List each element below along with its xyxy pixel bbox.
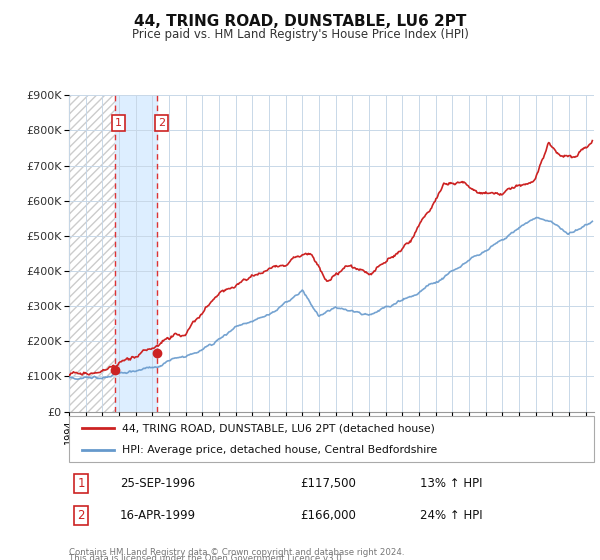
Text: 44, TRING ROAD, DUNSTABLE, LU6 2PT: 44, TRING ROAD, DUNSTABLE, LU6 2PT (134, 14, 466, 29)
Text: 1: 1 (115, 118, 122, 128)
Text: 2: 2 (158, 118, 165, 128)
Text: HPI: Average price, detached house, Central Bedfordshire: HPI: Average price, detached house, Cent… (121, 445, 437, 455)
Text: Price paid vs. HM Land Registry's House Price Index (HPI): Price paid vs. HM Land Registry's House … (131, 28, 469, 41)
Text: Contains HM Land Registry data © Crown copyright and database right 2024.: Contains HM Land Registry data © Crown c… (69, 548, 404, 557)
FancyBboxPatch shape (69, 416, 594, 462)
Text: 44, TRING ROAD, DUNSTABLE, LU6 2PT (detached house): 44, TRING ROAD, DUNSTABLE, LU6 2PT (deta… (121, 423, 434, 433)
Text: 25-SEP-1996: 25-SEP-1996 (120, 477, 195, 490)
Text: £117,500: £117,500 (300, 477, 356, 490)
Text: 24% ↑ HPI: 24% ↑ HPI (420, 508, 482, 522)
Text: 13% ↑ HPI: 13% ↑ HPI (420, 477, 482, 490)
Bar (69, 95, 115, 412)
Bar (115, 95, 157, 412)
Text: £166,000: £166,000 (300, 508, 356, 522)
Text: 16-APR-1999: 16-APR-1999 (120, 508, 196, 522)
Text: This data is licensed under the Open Government Licence v3.0.: This data is licensed under the Open Gov… (69, 554, 344, 560)
Text: 1: 1 (77, 477, 85, 490)
Text: 2: 2 (77, 508, 85, 522)
